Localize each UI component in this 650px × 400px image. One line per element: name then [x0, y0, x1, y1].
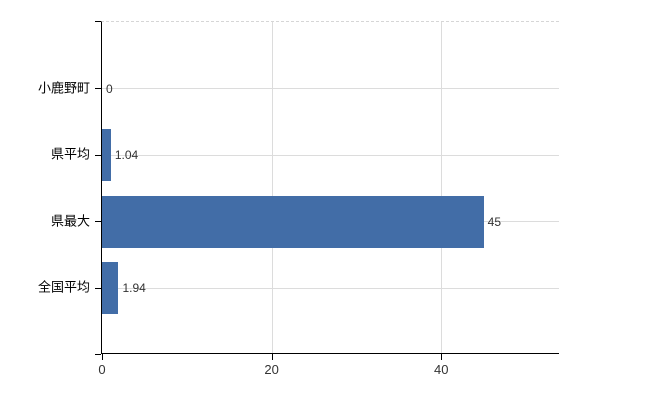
horizontal-gridline: [102, 88, 559, 90]
y-axis-tick: [95, 354, 101, 355]
bar: [102, 195, 484, 248]
y-axis-tick: [95, 221, 101, 223]
value-label: 45: [487, 214, 502, 229]
bar: [102, 262, 119, 315]
x-axis-tick: [102, 354, 103, 360]
x-tick-label: 0: [98, 362, 106, 377]
value-label: 1.04: [114, 148, 139, 163]
x-axis-tick: [441, 354, 443, 360]
y-axis-tick: [95, 21, 101, 22]
value-label: 1.94: [122, 281, 146, 296]
category-label: 県平均: [50, 146, 90, 162]
value-label: 0: [106, 81, 113, 96]
y-axis-tick: [95, 88, 101, 90]
y-axis-tick: [95, 154, 101, 156]
category-label: 県最大: [50, 213, 90, 229]
category-label: 小鹿野町: [37, 80, 90, 96]
y-axis-tick: [95, 287, 101, 289]
horizontal-gridline: [102, 154, 559, 156]
x-tick-label: 20: [264, 362, 279, 377]
x-tick-label: 40: [434, 362, 449, 377]
vertical-gridline: [441, 22, 443, 353]
category-label: 全国平均: [37, 279, 90, 295]
bar: [102, 129, 111, 182]
horizontal-gridline: [102, 287, 559, 289]
vertical-gridline: [271, 22, 273, 353]
plot-area: 0 1.04 45 1.94: [95, 21, 559, 360]
x-axis-tick: [271, 354, 273, 360]
